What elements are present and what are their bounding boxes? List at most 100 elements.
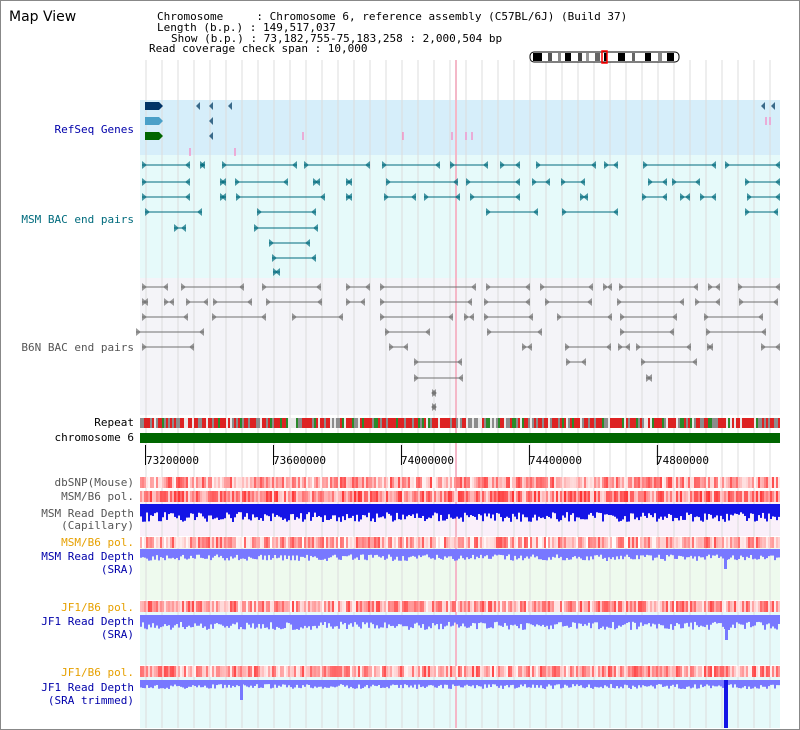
jf1-trimmed-depth-bar [712,680,714,686]
dbsnp-cell [682,477,684,488]
jf1-sra-depth-bar [598,615,600,630]
jf1-trimmed-depth-bar [538,680,540,688]
jf1-b6-pol-cell [436,666,438,677]
msm-b6-pol-cell [530,537,532,548]
jf1-b6-pol-cell [572,666,574,677]
track-label-chromosome[interactable]: chromosome 6 [54,431,134,444]
track-label-repeat[interactable]: Repeat [94,416,134,429]
jf1-b6-pol-cell [742,666,744,677]
msm-b6-pol-cell [608,537,610,548]
msm-b6-pol-cell [328,491,330,502]
jf1-b6-pol-cell [290,601,292,612]
msm-b6-pol-cell [736,537,738,548]
msm-b6-pol-cell [184,537,186,548]
track-label-jf1-b6-pol-2[interactable]: JF1/B6 pol. [61,666,134,679]
jf1-trimmed-depth-bar [332,680,334,687]
b6n-bac-end [669,328,674,336]
dbsnp-cell [662,477,664,488]
jf1-b6-pol-cell [748,666,750,677]
msm-b6-pol-cell [338,491,340,502]
jf1-b6-pol-cell [288,666,290,677]
track-label-jf1-depth-trimmed[interactable]: JF1 Read Depth [41,681,134,694]
msm-sra-depth-bar [346,549,348,557]
track-label-msm-depth-sra[interactable]: MSM Read Depth [41,550,134,563]
jf1-b6-pol-cell [260,666,262,677]
jf1-trimmed-depth-bar [608,680,610,688]
msm-capillary-depth-bar [362,504,364,516]
jf1-sra-depth-bar [294,615,296,630]
jf1-b6-pol-cell [388,601,390,612]
msm-capillary-depth-bar [384,504,386,519]
msm-capillary-depth-bar [634,504,636,520]
dbsnp-cell [468,477,470,488]
dbsnp-cell [738,477,740,488]
msm-bac-end [435,161,440,169]
jf1-trimmed-depth-bar [156,680,158,686]
b6n-bac-end [607,313,612,321]
msm-sra-depth-bar [598,549,600,557]
msm-sra-depth-bar [628,549,630,558]
b6n-bac-end [360,298,365,306]
jf1-sra-depth-bar [206,615,208,630]
msm-b6-pol-cell [550,537,552,548]
msm-b6-pol-cell [654,537,656,548]
msm-capillary-depth-bar [654,504,656,514]
jf1-b6-pol-cell [214,666,216,677]
msm-b6-pol-cell [440,537,442,548]
msm-b6-pol-cell [366,537,368,548]
dbsnp-cell [710,477,712,488]
msm-capillary-depth-bar [340,504,342,522]
msm-b6-pol-cell [762,491,764,502]
jf1-b6-pol-cell [442,666,444,677]
track-label-jf1-b6-pol-1[interactable]: JF1/B6 pol. [61,601,134,614]
track-label-b6n-bac[interactable]: B6N BAC end pairs [21,341,134,354]
track-label-dbsnp[interactable]: dbSNP(Mouse) [54,476,134,489]
jf1-b6-pol-cell [658,666,660,677]
repeat-segment [360,418,362,428]
dbsnp-cell [180,477,182,488]
msm-b6-pol-cell [520,491,522,502]
track-label-msm-b6-pol-1[interactable]: MSM/B6 pol. [61,490,134,503]
msm-bac-end [695,178,700,186]
msm-b6-pol-cell [442,537,444,548]
msm-b6-pol-cell [434,491,436,502]
track-label-refseq[interactable]: RefSeq Genes [54,123,134,136]
jf1-b6-pol-cell [270,666,272,677]
msm-b6-pol-cell [144,537,146,548]
msm-sra-depth-bar [576,549,578,559]
dbsnp-cell [598,477,600,488]
dbsnp-cell [624,477,626,488]
msm-capillary-depth-bar [502,504,504,522]
jf1-sra-depth-bar [494,615,496,623]
dbsnp-cell [450,477,452,488]
msm-bac-end [222,161,227,169]
jf1-b6-pol-cell [496,666,498,677]
dbsnp-cell [330,477,332,488]
jf1-sra-depth-bar [236,615,238,623]
jf1-b6-pol-cell [754,666,756,677]
repeat-segment [250,418,252,428]
jf1-b6-pol-cell [180,666,182,677]
dbsnp-cell [764,477,766,488]
track-label-msm-depth-capillary[interactable]: MSM Read Depth [41,507,134,520]
msm-b6-pol-cell [400,491,402,502]
msm-b6-pol-cell [336,491,338,502]
jf1-b6-pol-cell [700,666,702,677]
jf1-trimmed-depth-bar [414,680,416,685]
jf1-b6-pol-cell [564,601,566,612]
msm-sra-depth-bar [210,549,212,561]
msm-b6-pol-cell [204,491,206,502]
track-label-msm-bac[interactable]: MSM BAC end pairs [21,213,134,226]
dbsnp-cell [516,477,518,488]
jf1-b6-pol-cell [214,601,216,612]
msm-b6-pol-cell [352,491,354,502]
msm-capillary-depth-bar [488,504,490,514]
depth-spike [240,680,243,700]
msm-sra-depth-bar [230,549,232,557]
msm-b6-pol-cell [280,491,282,502]
b6n-bac-end [183,313,188,321]
track-label-msm-b6-pol-2[interactable]: MSM/B6 pol. [61,536,134,549]
track-label-jf1-depth-sra[interactable]: JF1 Read Depth [41,615,134,628]
repeat-segment [736,418,738,428]
